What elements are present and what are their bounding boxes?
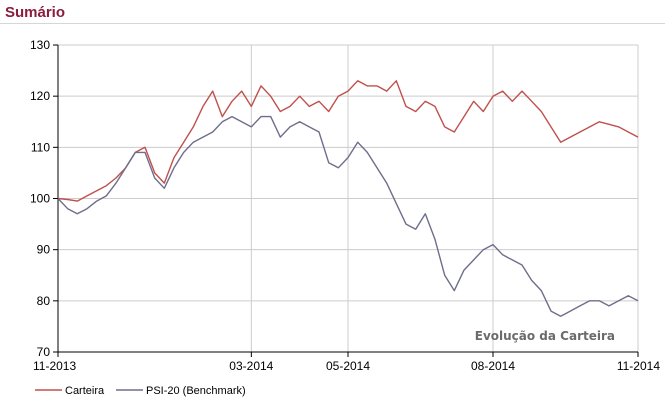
summary-header: Sumário (0, 0, 665, 26)
x-tick-label: 11-2014 (617, 359, 660, 373)
y-tick-label: 80 (37, 294, 51, 308)
y-tick-label: 100 (30, 192, 50, 206)
y-tick-label: 130 (30, 38, 50, 52)
series-line-carteira (57, 80, 639, 202)
page-title: Sumário (5, 4, 66, 21)
chart-annotation: Evolução da Carteira (475, 329, 615, 343)
y-tick-label: 110 (31, 140, 50, 154)
legend-label-benchmark: PSI-20 (Benchmark) (146, 385, 246, 397)
y-tick-label: 90 (37, 243, 51, 257)
x-tick-label: 05-2014 (326, 359, 370, 373)
x-tick-label: 11-2013 (33, 359, 76, 373)
x-tick-label: 08-2014 (471, 359, 515, 373)
header-divider (0, 23, 665, 24)
chart-grid (57, 44, 639, 353)
y-tick-label: 70 (37, 345, 51, 359)
chart-axes: 70 80 90 100 110 120 130 11-2013 03-2014 05-2014 0… (30, 38, 660, 373)
chart-legend: Carteira PSI-20 (Benchmark) (35, 385, 246, 397)
chart-series (57, 80, 639, 317)
y-tick-label: 120 (30, 89, 50, 103)
x-tick-label: 03-2014 (229, 359, 273, 373)
series-line-benchmark (57, 115, 639, 317)
legend-label-carteira: Carteira (65, 385, 105, 397)
